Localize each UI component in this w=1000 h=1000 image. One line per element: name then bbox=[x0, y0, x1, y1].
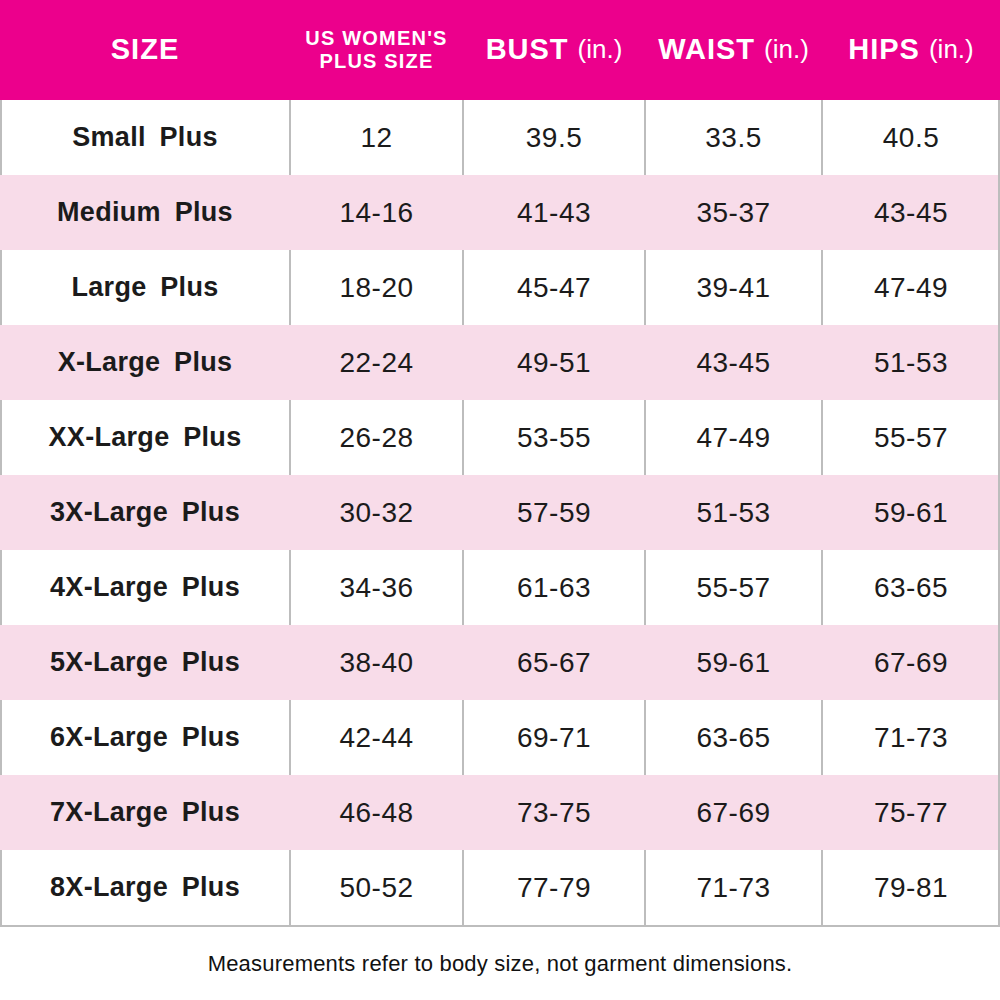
table-row: X-Large Plus 22-24 49-51 43-45 51-53 bbox=[0, 325, 1000, 400]
header-size: SIZE bbox=[0, 0, 290, 100]
header-us-womens-plus-size: US WOMEN'S PLUS SIZE bbox=[290, 0, 463, 100]
bust-cell: 61-63 bbox=[463, 550, 645, 625]
waist-cell: 55-57 bbox=[645, 550, 822, 625]
table-row: 4X-Large Plus 34-36 61-63 55-57 63-65 bbox=[0, 550, 1000, 625]
us-plus-size-cell: 46-48 bbox=[290, 775, 463, 850]
footnote: Measurements refer to body size, not gar… bbox=[0, 927, 1000, 1000]
hips-cell: 59-61 bbox=[822, 475, 1000, 550]
size-cell: 7X-Large Plus bbox=[0, 775, 290, 850]
table-row: 6X-Large Plus 42-44 69-71 63-65 71-73 bbox=[0, 700, 1000, 775]
size-chart: SIZE US WOMEN'S PLUS SIZE BUST (in.) WAI… bbox=[0, 0, 1000, 1000]
header-hips-label: HIPS bbox=[848, 33, 920, 66]
header-us-womens-line2: PLUS SIZE bbox=[305, 50, 447, 73]
table-row: 3X-Large Plus 30-32 57-59 51-53 59-61 bbox=[0, 475, 1000, 550]
waist-cell: 63-65 bbox=[645, 700, 822, 775]
bust-cell: 39.5 bbox=[463, 100, 645, 175]
header-us-womens-line1: US WOMEN'S bbox=[305, 27, 447, 50]
size-cell: 6X-Large Plus bbox=[0, 700, 290, 775]
size-cell: Medium Plus bbox=[0, 175, 290, 250]
table-header-row: SIZE US WOMEN'S PLUS SIZE BUST (in.) WAI… bbox=[0, 0, 1000, 100]
header-hips: HIPS (in.) bbox=[822, 0, 1000, 100]
table-row: XX-Large Plus 26-28 53-55 47-49 55-57 bbox=[0, 400, 1000, 475]
us-plus-size-cell: 12 bbox=[290, 100, 463, 175]
us-plus-size-cell: 42-44 bbox=[290, 700, 463, 775]
size-cell: Large Plus bbox=[0, 250, 290, 325]
header-bust-unit: (in.) bbox=[578, 35, 623, 65]
hips-cell: 47-49 bbox=[822, 250, 1000, 325]
us-plus-size-cell: 30-32 bbox=[290, 475, 463, 550]
bust-cell: 45-47 bbox=[463, 250, 645, 325]
header-bust: BUST (in.) bbox=[463, 0, 645, 100]
table-row: 8X-Large Plus 50-52 77-79 71-73 79-81 bbox=[0, 850, 1000, 925]
us-plus-size-cell: 26-28 bbox=[290, 400, 463, 475]
header-waist: WAIST (in.) bbox=[645, 0, 822, 100]
waist-cell: 47-49 bbox=[645, 400, 822, 475]
waist-cell: 39-41 bbox=[645, 250, 822, 325]
bust-cell: 53-55 bbox=[463, 400, 645, 475]
us-plus-size-cell: 38-40 bbox=[290, 625, 463, 700]
bust-cell: 57-59 bbox=[463, 475, 645, 550]
bust-cell: 65-67 bbox=[463, 625, 645, 700]
us-plus-size-cell: 22-24 bbox=[290, 325, 463, 400]
size-cell: X-Large Plus bbox=[0, 325, 290, 400]
header-waist-label: WAIST bbox=[658, 33, 755, 66]
us-plus-size-cell: 34-36 bbox=[290, 550, 463, 625]
hips-cell: 79-81 bbox=[822, 850, 1000, 925]
waist-cell: 71-73 bbox=[645, 850, 822, 925]
table-row: 5X-Large Plus 38-40 65-67 59-61 67-69 bbox=[0, 625, 1000, 700]
waist-cell: 33.5 bbox=[645, 100, 822, 175]
hips-cell: 71-73 bbox=[822, 700, 1000, 775]
header-waist-unit: (in.) bbox=[764, 35, 809, 65]
us-plus-size-cell: 50-52 bbox=[290, 850, 463, 925]
bust-cell: 73-75 bbox=[463, 775, 645, 850]
hips-cell: 63-65 bbox=[822, 550, 1000, 625]
size-cell: 5X-Large Plus bbox=[0, 625, 290, 700]
bust-cell: 41-43 bbox=[463, 175, 645, 250]
table-row: Large Plus 18-20 45-47 39-41 47-49 bbox=[0, 250, 1000, 325]
table-row: Small Plus 12 39.5 33.5 40.5 bbox=[0, 100, 1000, 175]
bust-cell: 49-51 bbox=[463, 325, 645, 400]
hips-cell: 75-77 bbox=[822, 775, 1000, 850]
hips-cell: 51-53 bbox=[822, 325, 1000, 400]
hips-cell: 55-57 bbox=[822, 400, 1000, 475]
size-cell: Small Plus bbox=[0, 100, 290, 175]
size-cell: XX-Large Plus bbox=[0, 400, 290, 475]
hips-cell: 67-69 bbox=[822, 625, 1000, 700]
waist-cell: 43-45 bbox=[645, 325, 822, 400]
table-row: Medium Plus 14-16 41-43 35-37 43-45 bbox=[0, 175, 1000, 250]
us-plus-size-cell: 14-16 bbox=[290, 175, 463, 250]
hips-cell: 40.5 bbox=[822, 100, 1000, 175]
size-cell: 4X-Large Plus bbox=[0, 550, 290, 625]
hips-cell: 43-45 bbox=[822, 175, 1000, 250]
table-row: 7X-Large Plus 46-48 73-75 67-69 75-77 bbox=[0, 775, 1000, 850]
bust-cell: 69-71 bbox=[463, 700, 645, 775]
header-bust-label: BUST bbox=[486, 33, 569, 66]
waist-cell: 59-61 bbox=[645, 625, 822, 700]
us-plus-size-cell: 18-20 bbox=[290, 250, 463, 325]
header-hips-unit: (in.) bbox=[929, 35, 974, 65]
size-cell: 8X-Large Plus bbox=[0, 850, 290, 925]
waist-cell: 51-53 bbox=[645, 475, 822, 550]
waist-cell: 67-69 bbox=[645, 775, 822, 850]
size-cell: 3X-Large Plus bbox=[0, 475, 290, 550]
bust-cell: 77-79 bbox=[463, 850, 645, 925]
waist-cell: 35-37 bbox=[645, 175, 822, 250]
